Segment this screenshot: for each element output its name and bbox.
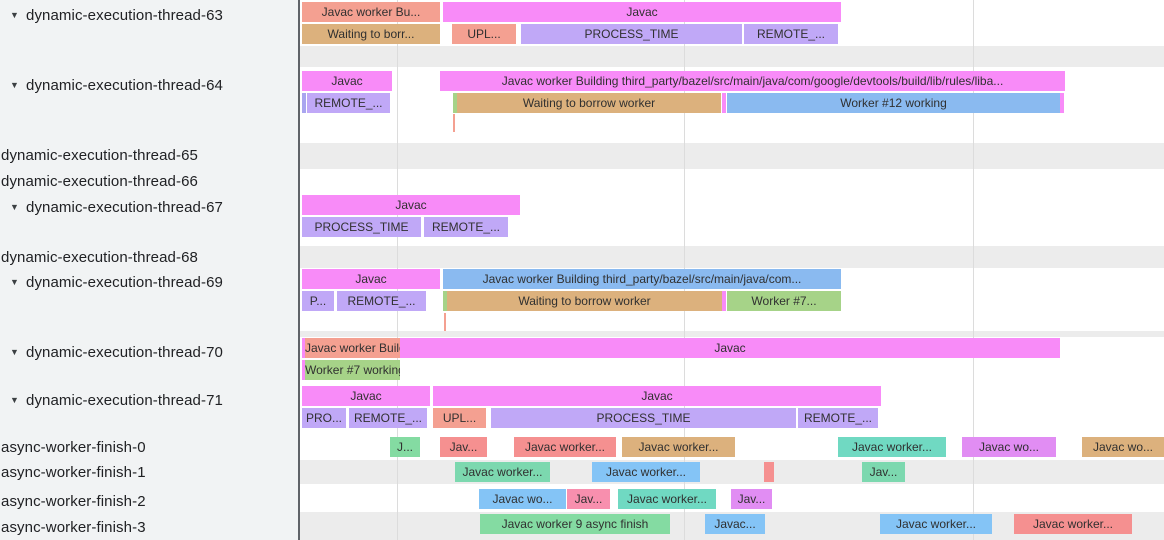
track-row[interactable]: async-worker-finish-0 [0, 437, 146, 457]
track-label[interactable]: dynamic-execution-thread-70 [26, 343, 223, 361]
trace-slice[interactable]: REMOTE_... [798, 408, 878, 428]
track-label[interactable]: dynamic-execution-thread-66 [1, 172, 198, 190]
trace-slice[interactable]: Javac worker 9 async finish [480, 514, 670, 534]
trace-slice[interactable]: Jav... [440, 437, 487, 457]
track-name-panel: ▼ dynamic-execution-thread-63 ▼ dynamic-exe… [0, 0, 300, 540]
trace-slice[interactable]: Javac worker Bu... [302, 2, 440, 22]
trace-slice[interactable]: REMOTE_... [744, 24, 838, 44]
track-row[interactable]: ▼ dynamic-execution-thread-69 [0, 272, 223, 292]
track-row[interactable]: ▼ dynamic-execution-thread-71 [0, 390, 223, 410]
trace-slice[interactable]: Javac worker Building third_party/bazel/… [440, 71, 1065, 91]
trace-slice[interactable]: Worker #7... [727, 291, 841, 311]
trace-slice[interactable]: Jav... [567, 489, 610, 509]
trace-slice[interactable]: Jav... [862, 462, 905, 482]
trace-slice[interactable]: Javac worker... [455, 462, 550, 482]
trace-slice[interactable]: Javac... [705, 514, 765, 534]
track-label[interactable]: dynamic-execution-thread-71 [26, 391, 223, 409]
trace-slice[interactable]: Javac [400, 338, 1060, 358]
track-label[interactable]: dynamic-execution-thread-67 [26, 198, 223, 216]
track-row[interactable]: ▼ dynamic-execution-thread-70 [0, 342, 223, 362]
track-row[interactable]: async-worker-finish-3 [0, 517, 146, 537]
trace-slice[interactable]: Worker #12 working [727, 93, 1060, 113]
trace-slice[interactable]: Javac wo... [479, 489, 566, 509]
trace-slice[interactable]: Javac worker Building third_party/bazel/… [443, 269, 841, 289]
trace-slice[interactable]: Javac worker... [838, 437, 946, 457]
track-row[interactable]: async-worker-finish-2 [0, 491, 146, 511]
trace-slice[interactable]: PROCESS_TIME [491, 408, 796, 428]
trace-slice[interactable] [1060, 93, 1064, 113]
row-background-band [300, 143, 1164, 169]
trace-slice[interactable]: PRO... [302, 408, 346, 428]
trace-slice[interactable]: REMOTE_... [337, 291, 426, 311]
expander-triangle-icon[interactable]: ▼ [10, 277, 19, 287]
trace-slice[interactable] [722, 291, 726, 311]
expander-triangle-icon[interactable]: ▼ [10, 10, 19, 20]
trace-slice[interactable]: Javac [443, 2, 841, 22]
trace-slice[interactable]: REMOTE_... [349, 408, 427, 428]
track-label[interactable]: dynamic-execution-thread-68 [1, 248, 198, 266]
track-row[interactable]: ▼ dynamic-execution-thread-63 [0, 5, 223, 25]
trace-slice[interactable]: Waiting to borr... [302, 24, 440, 44]
trace-slice[interactable]: Javac worker... [592, 462, 700, 482]
trace-slice[interactable]: Javac wo... [1082, 437, 1164, 457]
trace-slice[interactable]: Javac [433, 386, 881, 406]
track-row[interactable]: ▼ dynamic-execution-thread-64 [0, 75, 223, 95]
time-gridline [973, 0, 974, 540]
track-row[interactable]: dynamic-execution-thread-66 [0, 171, 198, 191]
track-label[interactable]: dynamic-execution-thread-69 [26, 273, 223, 291]
trace-slice[interactable] [722, 93, 726, 113]
expander-triangle-icon[interactable]: ▼ [10, 80, 19, 90]
trace-slice[interactable]: REMOTE_... [424, 217, 508, 237]
flow-connector [444, 313, 446, 331]
track-label[interactable]: async-worker-finish-1 [1, 463, 146, 481]
trace-slice[interactable]: P... [302, 291, 334, 311]
trace-slice[interactable] [302, 338, 305, 358]
trace-slice[interactable]: Waiting to borrow worker [447, 291, 722, 311]
trace-slice[interactable] [453, 93, 457, 113]
track-row[interactable]: ▼ dynamic-execution-thread-67 [0, 197, 223, 217]
expander-triangle-icon[interactable]: ▼ [10, 347, 19, 357]
trace-slice[interactable]: Javac [302, 195, 520, 215]
trace-slice[interactable] [302, 93, 306, 113]
trace-slice[interactable]: UPL... [433, 408, 486, 428]
trace-slice[interactable]: PROCESS_TIME [521, 24, 742, 44]
track-label[interactable]: async-worker-finish-0 [1, 438, 146, 456]
flow-connector [453, 114, 455, 132]
timeline-canvas[interactable]: Javac worker Bu... Javac Waiting to borr..… [300, 0, 1164, 540]
trace-slice[interactable]: Javac wo... [962, 437, 1056, 457]
trace-slice[interactable]: Javac worker... [618, 489, 716, 509]
trace-slice[interactable] [443, 291, 447, 311]
trace-slice[interactable]: Javac worker... [514, 437, 616, 457]
trace-slice[interactable]: J... [390, 437, 420, 457]
track-label[interactable]: dynamic-execution-thread-63 [26, 6, 223, 24]
track-label[interactable]: dynamic-execution-thread-64 [26, 76, 223, 94]
trace-slice[interactable]: Javac worker... [880, 514, 992, 534]
row-background-band [300, 331, 1164, 337]
trace-slice[interactable]: Javac [302, 269, 440, 289]
trace-slice[interactable]: UPL... [452, 24, 516, 44]
trace-slice[interactable] [764, 462, 774, 482]
trace-slice[interactable]: Javac worker... [622, 437, 735, 457]
trace-slice[interactable] [302, 360, 305, 380]
row-background-band [300, 460, 1164, 484]
track-label[interactable]: async-worker-finish-3 [1, 518, 146, 536]
expander-triangle-icon[interactable]: ▼ [10, 202, 19, 212]
trace-slice[interactable]: Jav... [731, 489, 772, 509]
track-label[interactable]: dynamic-execution-thread-65 [1, 146, 198, 164]
trace-slice[interactable]: Javac [302, 71, 392, 91]
trace-slice[interactable]: PROCESS_TIME [302, 217, 421, 237]
track-row[interactable]: async-worker-finish-1 [0, 462, 146, 482]
trace-slice[interactable]: Javac [302, 386, 430, 406]
row-background-band [300, 246, 1164, 268]
track-row[interactable]: dynamic-execution-thread-68 [0, 247, 198, 267]
track-label[interactable]: async-worker-finish-2 [1, 492, 146, 510]
trace-slice[interactable]: Javac worker... [1014, 514, 1132, 534]
trace-slice[interactable]: Worker #7 working [305, 360, 400, 380]
trace-slice[interactable]: Javac worker Buildi... [305, 338, 400, 358]
trace-slice[interactable]: Waiting to borrow worker [457, 93, 721, 113]
row-background-band [300, 46, 1164, 67]
track-row[interactable]: dynamic-execution-thread-65 [0, 145, 198, 165]
trace-slice[interactable]: REMOTE_... [307, 93, 390, 113]
expander-triangle-icon[interactable]: ▼ [10, 395, 19, 405]
